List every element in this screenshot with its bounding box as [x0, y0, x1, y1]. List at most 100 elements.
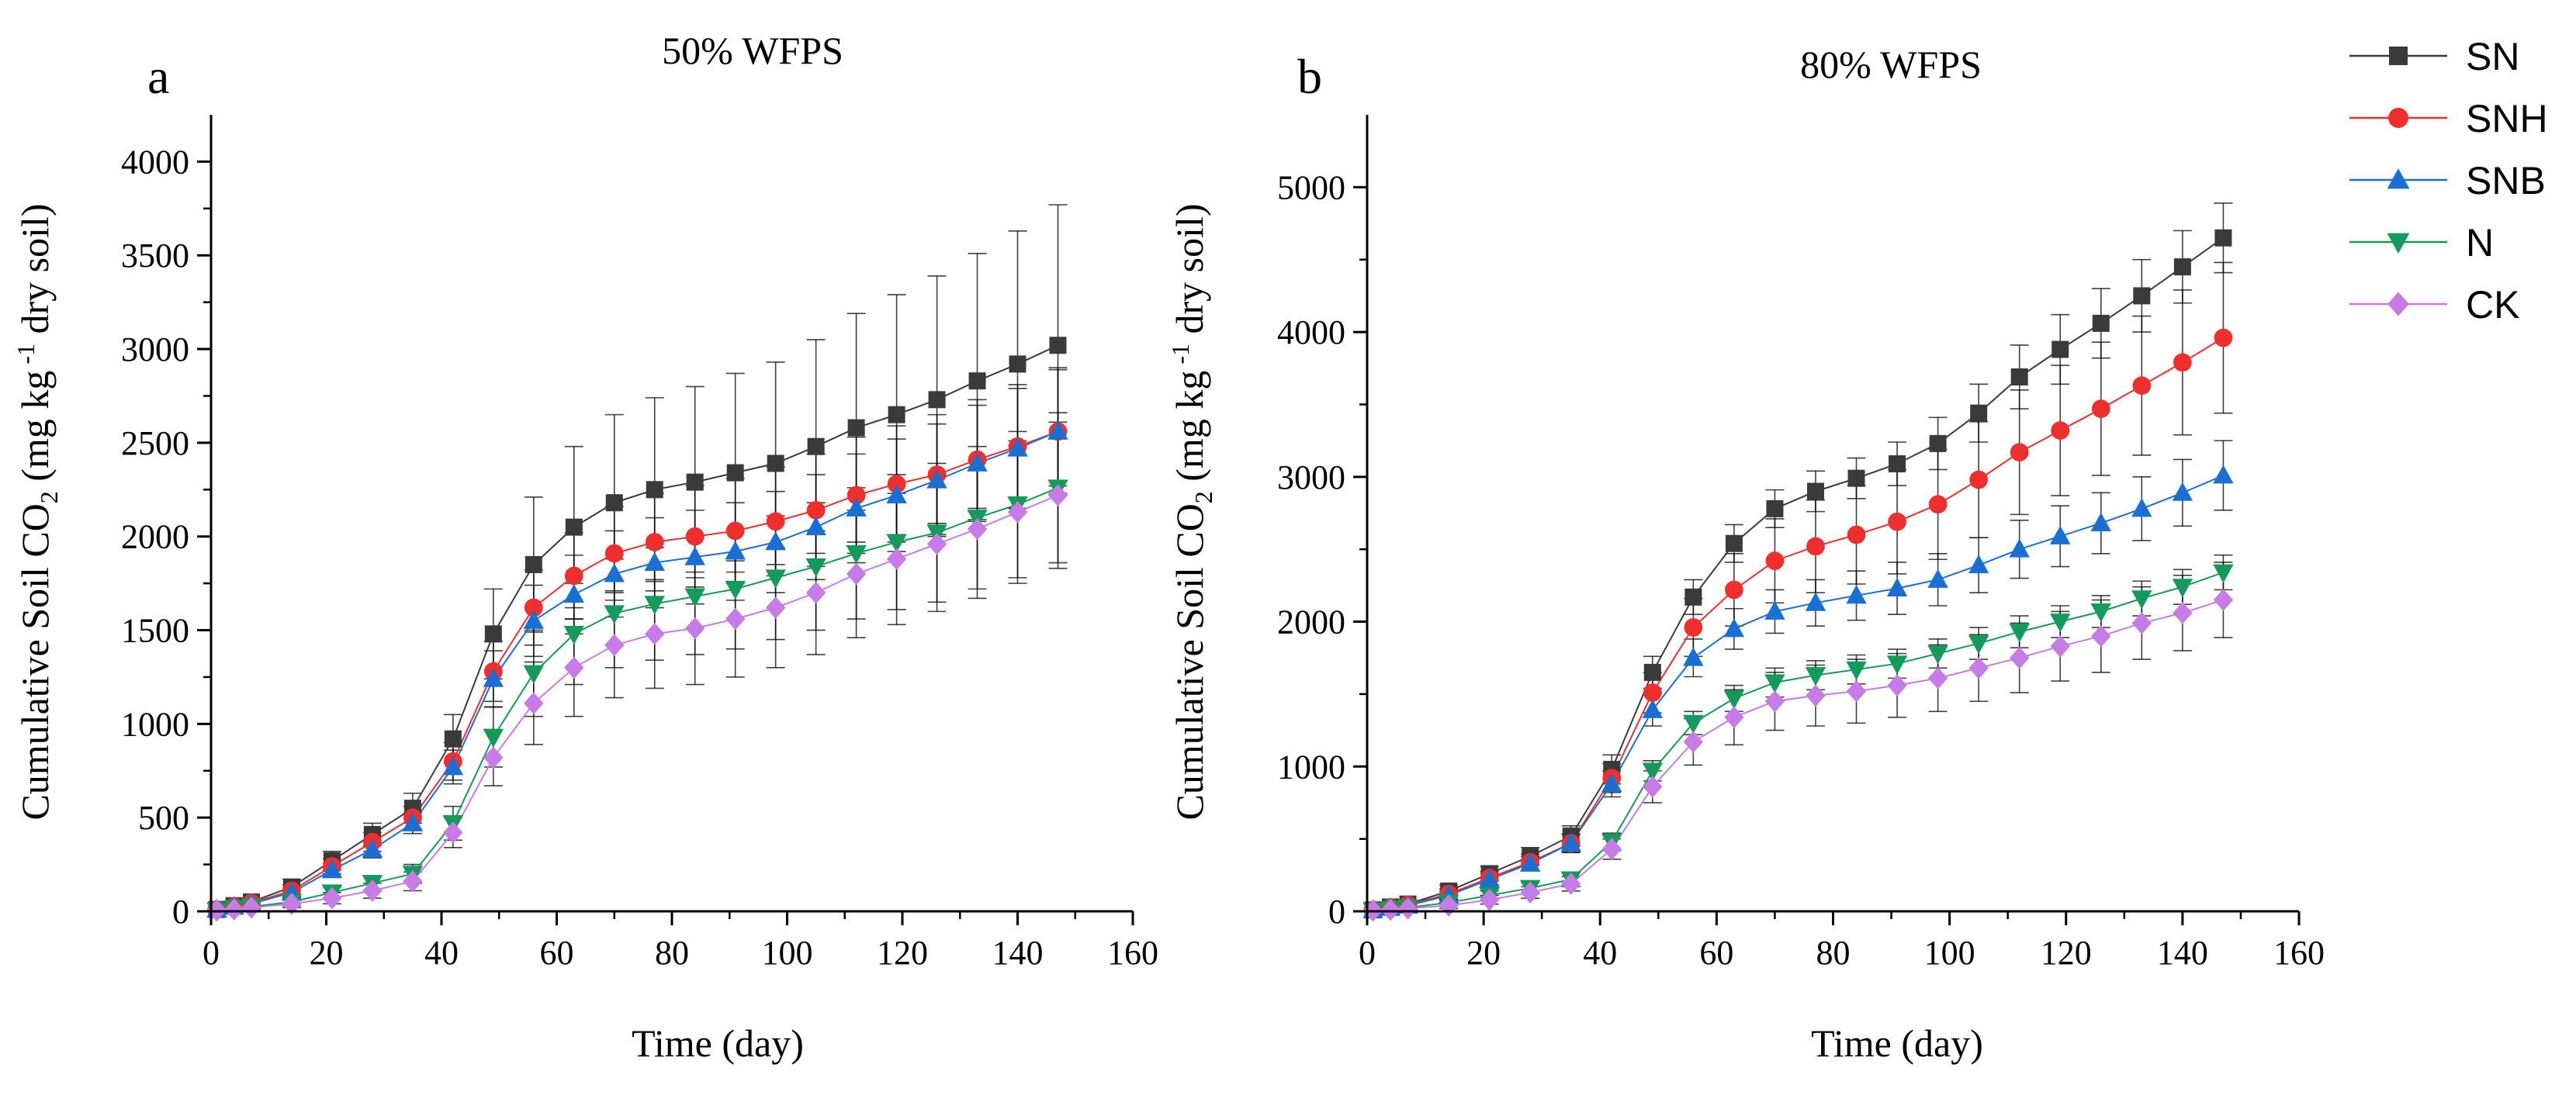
panel-b-snh-point	[2051, 421, 2070, 440]
legend-n-marker	[2387, 233, 2410, 254]
panel-a-x-tick-label: 40	[424, 934, 459, 972]
panel-b-n-point	[2172, 579, 2193, 598]
panel-a-ck-point	[241, 896, 261, 919]
panel-b-snh-point	[1806, 537, 1825, 556]
panel-a-x-tick-label: 80	[655, 934, 689, 972]
panel-a-sn-point	[726, 464, 744, 482]
panel-a-50-wfps: a 50% WFPS 0 20 40 60 80 100 120 140 160 0 500 1000…	[12, 29, 1158, 1065]
panel-b-ck-point	[1520, 881, 1540, 904]
panel-a-ck-point	[1047, 484, 1068, 506]
panel-a-snh-point	[847, 486, 866, 505]
panel-a-ck-point	[524, 692, 544, 715]
panel-b-x-tick-label: 140	[2157, 934, 2208, 972]
panel-b-n-point	[1927, 645, 1948, 665]
panel-a-n-point	[886, 534, 907, 553]
panel-a-x-tick-label: 100	[762, 934, 813, 972]
panel-a-snb-point	[846, 497, 867, 517]
panel-b-snh-point	[2132, 376, 2152, 396]
panel-a-series-lines	[216, 344, 1058, 911]
panel-b-n-point	[1683, 714, 1704, 734]
panel-b-snh-point	[1765, 551, 1785, 570]
panel-b-error-bars	[1363, 202, 2233, 912]
panel-a-snb-point	[644, 551, 665, 571]
panel-a-axes: 0 20 40 60 80 100 120 140 160 0 500 1000 1500 2000 250…	[121, 115, 1158, 972]
panel-a-n-line	[216, 486, 1058, 911]
panel-b-sn-point	[2173, 258, 2191, 276]
panel-a-ck-point	[282, 893, 302, 915]
panel-b-y-tick-label: 1000	[1277, 748, 1345, 786]
panel-b-sn-point	[1889, 455, 1906, 473]
panel-b-sn-point	[1643, 663, 1661, 681]
legend-n-label: N	[2466, 221, 2494, 264]
panel-b-sn-point	[1684, 588, 1702, 606]
panel-b-snb-point	[1642, 699, 1664, 718]
panel-a-y-tick-label: 2500	[121, 424, 189, 462]
panel-a-sn-point	[444, 730, 462, 748]
panel-a-x-tick-label: 140	[992, 934, 1044, 972]
panel-a-sn-point	[484, 625, 502, 643]
panel-b-sn-point	[2214, 229, 2232, 247]
panel-a-snh-point	[725, 521, 745, 541]
panel-b-snb-point	[2050, 525, 2071, 544]
panel-a-snb-point	[1007, 437, 1028, 457]
panel-a-x-tick-label: 0	[203, 934, 220, 972]
panel-a-y-tick-label: 3000	[121, 330, 189, 368]
panel-b-sn-point	[2133, 287, 2151, 305]
panel-b-ck-point	[2091, 624, 2111, 648]
panel-b-ck-point	[1927, 667, 1948, 690]
panel-b-snh-point	[1643, 683, 1662, 702]
panel-b-snb-point	[1723, 618, 1745, 638]
panel-a-sn-line	[216, 344, 1058, 911]
panel-b-n-point	[1886, 655, 1908, 675]
panel-b-snb-point	[2172, 482, 2193, 501]
panel-a-sn-point	[686, 473, 704, 491]
panel-b-snb-point	[1479, 869, 1500, 888]
panel-b-snb-point	[1560, 832, 1581, 852]
panel-a-ck-point	[886, 548, 907, 571]
panel-a-x-tick-label: 20	[310, 934, 344, 972]
legend-snb-label: SNB	[2466, 159, 2546, 202]
panel-a-n-point	[644, 596, 665, 615]
panel-a-snb-point	[765, 531, 786, 551]
panel-a-ck-point	[967, 517, 988, 541]
panel-b-80-wfps: b 80% WFPS 0 20 40 60 80 100 120 140 160 0 1000 200…	[1166, 43, 2325, 1065]
panel-a-snb-point	[362, 838, 383, 858]
panel-letter-b: b	[1297, 49, 1322, 104]
panel-b-x-tick-label: 100	[1924, 934, 1975, 972]
panel-b-y-tick-label: 2000	[1277, 603, 1345, 641]
panel-b-snb-line	[1373, 475, 2224, 911]
panel-a-snb-point	[483, 668, 504, 687]
panel-b-n-point	[1846, 661, 1867, 680]
panel-a-ck-point	[725, 607, 746, 631]
panel-a-snb-point	[321, 859, 343, 879]
panel-b-ck-point	[1724, 706, 1744, 729]
panel-a-sn-point	[1009, 355, 1027, 373]
panel-a-y-axis-title: Cumulative Soil CO2 (mg kg -1 dry soil)	[12, 203, 63, 820]
legend-snh-label: SNH	[2466, 97, 2548, 140]
panel-a-y-tick-label: 0	[172, 893, 189, 931]
panel-a-sn-point	[767, 454, 784, 472]
panel-a-ck-point	[322, 887, 342, 910]
panel-a-ck-point	[685, 617, 705, 640]
panel-b-snb-point	[2009, 538, 2030, 558]
panel-a-snh-point	[887, 475, 906, 493]
panel-b-snh-point	[1847, 525, 1866, 544]
panel-a-ck-point	[224, 898, 244, 921]
panel-b-sn-line	[1373, 237, 2224, 911]
panel-a-n-point	[604, 605, 625, 624]
panel-b-snh-point	[1969, 470, 1989, 489]
panel-b-n-point	[2213, 564, 2234, 583]
panel-a-n-point	[765, 569, 786, 589]
panel-b-snb-point	[1805, 592, 1826, 611]
panel-b-n-point	[2131, 590, 2152, 610]
panel-b-snb-point	[1927, 569, 1948, 588]
panel-b-snb-point	[1764, 600, 1785, 620]
panel-b-n-point	[2050, 613, 2071, 633]
panel-a-ck-point	[805, 581, 826, 604]
panel-b-data-points	[1362, 229, 2234, 922]
panel-a-ck-point	[564, 656, 584, 679]
panel-letter-a: a	[147, 49, 169, 104]
panel-b-ck-point	[2173, 602, 2193, 624]
panel-b-x-tick-label: 40	[1583, 934, 1617, 972]
legend-snb-marker	[2387, 168, 2410, 189]
